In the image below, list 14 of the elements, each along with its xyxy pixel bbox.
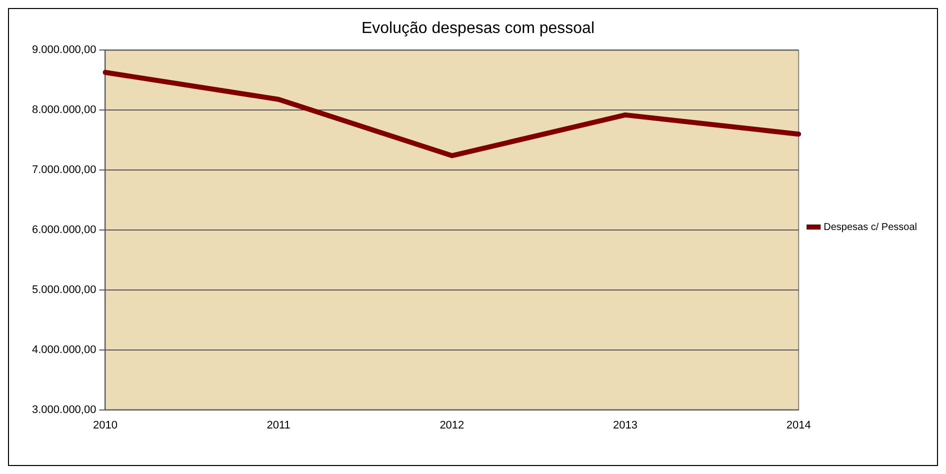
y-tick-label: 3.000.000,00 xyxy=(32,404,96,416)
chart-title: Evolução despesas com pessoal xyxy=(361,20,595,38)
y-tick-label: 9.000.000,00 xyxy=(32,44,96,56)
y-tick-label: 5.000.000,00 xyxy=(32,284,96,296)
legend-label: Despesas c/ Pessoal xyxy=(824,222,918,233)
y-tick-label: 4.000.000,00 xyxy=(32,344,96,356)
x-tick-label: 2014 xyxy=(786,419,811,432)
y-tick-label: 8.000.000,00 xyxy=(32,104,96,116)
x-tick-label: 2011 xyxy=(266,419,290,432)
x-tick-label: 2013 xyxy=(613,419,638,432)
y-tick-label: 6.000.000,00 xyxy=(32,224,96,236)
y-tick-label: 7.000.000,00 xyxy=(32,164,96,176)
x-tick-label: 2012 xyxy=(440,419,464,432)
x-tick-label: 2010 xyxy=(92,419,118,432)
